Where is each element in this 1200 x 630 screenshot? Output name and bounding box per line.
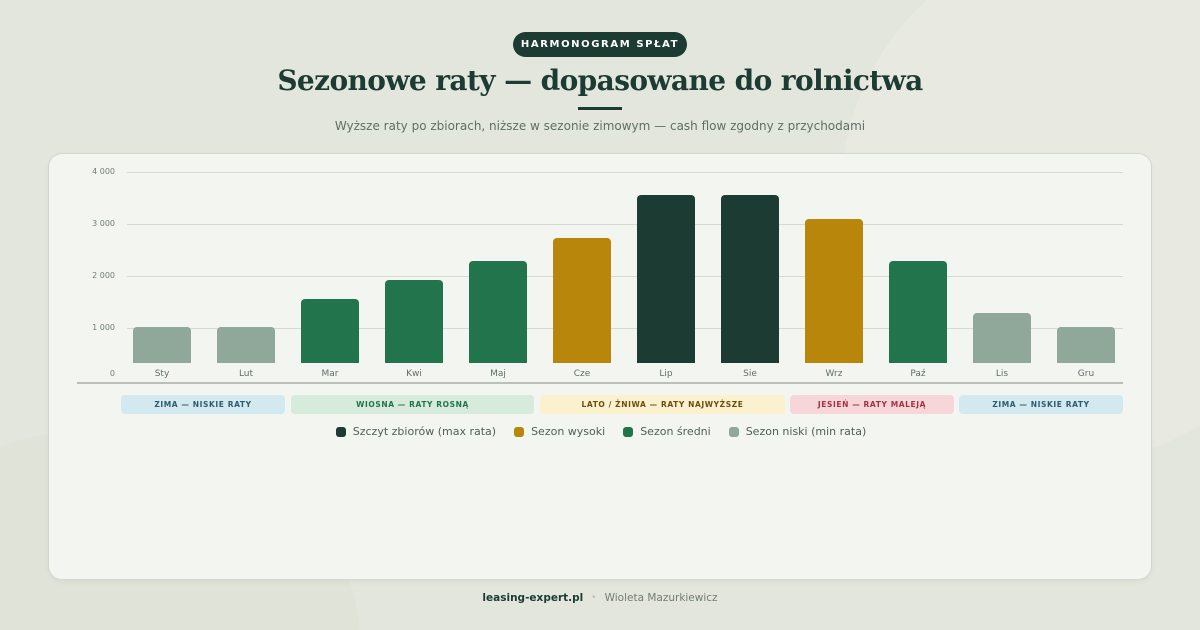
bar-mar[interactable] bbox=[301, 299, 359, 363]
chart-legend: Szczyt zbiorów (max rata) Sezon wysoki Sez… bbox=[49, 425, 1153, 438]
bar-sty[interactable] bbox=[133, 327, 191, 363]
bar-group: Maj bbox=[465, 154, 549, 394]
season-band: JESIEŃ — RATY MALEJĄ bbox=[790, 395, 954, 414]
y-tick-label: 2 000 bbox=[92, 271, 115, 280]
chart-card: 1 000 2 000 3 000 4 000 Sty Lut Mar Kwi Maj Cze L… bbox=[48, 153, 1152, 580]
legend-label: Szczyt zbiorów (max rata) bbox=[352, 425, 497, 438]
bar-group: Lis bbox=[969, 154, 1053, 394]
bar-group: Cze bbox=[549, 154, 633, 394]
season-band: ZIMA — NISKIE RATY bbox=[959, 395, 1123, 414]
x-tick-label: Lis bbox=[995, 369, 1009, 379]
legend-label: Sezon średni bbox=[640, 425, 711, 438]
bar-paź[interactable] bbox=[889, 261, 947, 363]
footer-site-link[interactable]: leasing-expert.pl bbox=[482, 592, 584, 604]
page-subtitle: Wyższe raty po zbiorach, niższe w sezoni… bbox=[334, 119, 866, 133]
season-band: ZIMA — NISKIE RATY bbox=[121, 395, 285, 414]
gridline bbox=[127, 224, 1123, 225]
title-underline bbox=[578, 107, 622, 110]
y-tick-label: 0 bbox=[109, 369, 115, 378]
x-tick-label: Kwi bbox=[406, 369, 422, 379]
bar-wrz[interactable] bbox=[805, 219, 863, 363]
x-tick-label: Sie bbox=[743, 369, 757, 379]
footer-separator: • bbox=[591, 593, 597, 603]
legend-item-medium[interactable]: Sezon średni bbox=[623, 425, 711, 438]
bars-container: Sty Lut Mar Kwi Maj Cze Lip Sie Wrz Paź Lis Gru bbox=[127, 154, 1123, 394]
y-tick-label: 1 000 bbox=[92, 323, 115, 332]
x-tick-label: Lut bbox=[238, 369, 254, 379]
bar-group: Kwi bbox=[381, 154, 465, 394]
x-tick-label: Wrz bbox=[825, 369, 843, 379]
gridline bbox=[127, 172, 1123, 173]
footer: leasing-expert.pl • Wioleta Mazurkiewicz bbox=[0, 592, 1200, 604]
bar-chart: 1 000 2 000 3 000 4 000 Sty Lut Mar Kwi Maj Cze L… bbox=[49, 154, 1153, 394]
bar-group: Lip bbox=[633, 154, 717, 394]
bar-cze[interactable] bbox=[553, 238, 611, 363]
x-tick-label: Sty bbox=[154, 369, 170, 379]
legend-swatch-icon bbox=[623, 426, 634, 437]
bar-lis[interactable] bbox=[973, 313, 1031, 363]
x-tick-label: Paź bbox=[910, 369, 926, 379]
x-tick-label: Cze bbox=[573, 369, 591, 379]
legend-item-low[interactable]: Sezon niski (min rata) bbox=[728, 425, 867, 438]
x-tick-label: Gru bbox=[1077, 369, 1095, 379]
legend-label: Sezon wysoki bbox=[531, 425, 606, 438]
legend-label: Sezon niski (min rata) bbox=[745, 425, 867, 438]
x-tick-label: Lip bbox=[659, 369, 673, 379]
season-bands: ZIMA — NISKIE RATY WIOSNA — RATY ROSNĄ LAT… bbox=[121, 395, 1124, 414]
gridline bbox=[127, 328, 1123, 329]
y-tick-label: 4 000 bbox=[92, 167, 115, 176]
bar-group: Lut bbox=[213, 154, 297, 394]
bar-kwi[interactable] bbox=[385, 280, 443, 363]
legend-item-high[interactable]: Sezon wysoki bbox=[514, 425, 605, 438]
bar-gru[interactable] bbox=[1057, 327, 1115, 363]
gridline bbox=[127, 276, 1123, 277]
bar-lut[interactable] bbox=[217, 327, 275, 363]
bar-group: Mar bbox=[297, 154, 381, 394]
bar-group: Gru bbox=[1053, 154, 1137, 394]
legend-swatch-icon bbox=[514, 426, 525, 437]
x-axis-line bbox=[77, 382, 1123, 384]
season-band: LATO / ŻNIWA — RATY NAJWYŻSZE bbox=[540, 395, 785, 414]
x-tick-label: Maj bbox=[490, 369, 506, 379]
y-tick-label: 3 000 bbox=[92, 219, 115, 228]
bar-group: Sty bbox=[129, 154, 213, 394]
bar-sie[interactable] bbox=[721, 195, 779, 363]
page-title: Sezonowe raty — dopasowane do rolnictwa bbox=[277, 64, 923, 97]
bar-group: Paź bbox=[885, 154, 969, 394]
legend-swatch-icon bbox=[335, 426, 346, 437]
bar-maj[interactable] bbox=[469, 261, 527, 363]
footer-author: Wioleta Mazurkiewicz bbox=[604, 592, 718, 604]
section-badge: HARMONOGRAM SPŁAT bbox=[513, 32, 687, 57]
bar-lip[interactable] bbox=[637, 195, 695, 363]
bar-group: Wrz bbox=[801, 154, 885, 394]
legend-item-peak[interactable]: Szczyt zbiorów (max rata) bbox=[335, 425, 497, 438]
bar-group: Sie bbox=[717, 154, 801, 394]
season-band: WIOSNA — RATY ROSNĄ bbox=[291, 395, 534, 414]
legend-swatch-icon bbox=[728, 426, 739, 437]
x-tick-label: Mar bbox=[321, 369, 339, 379]
